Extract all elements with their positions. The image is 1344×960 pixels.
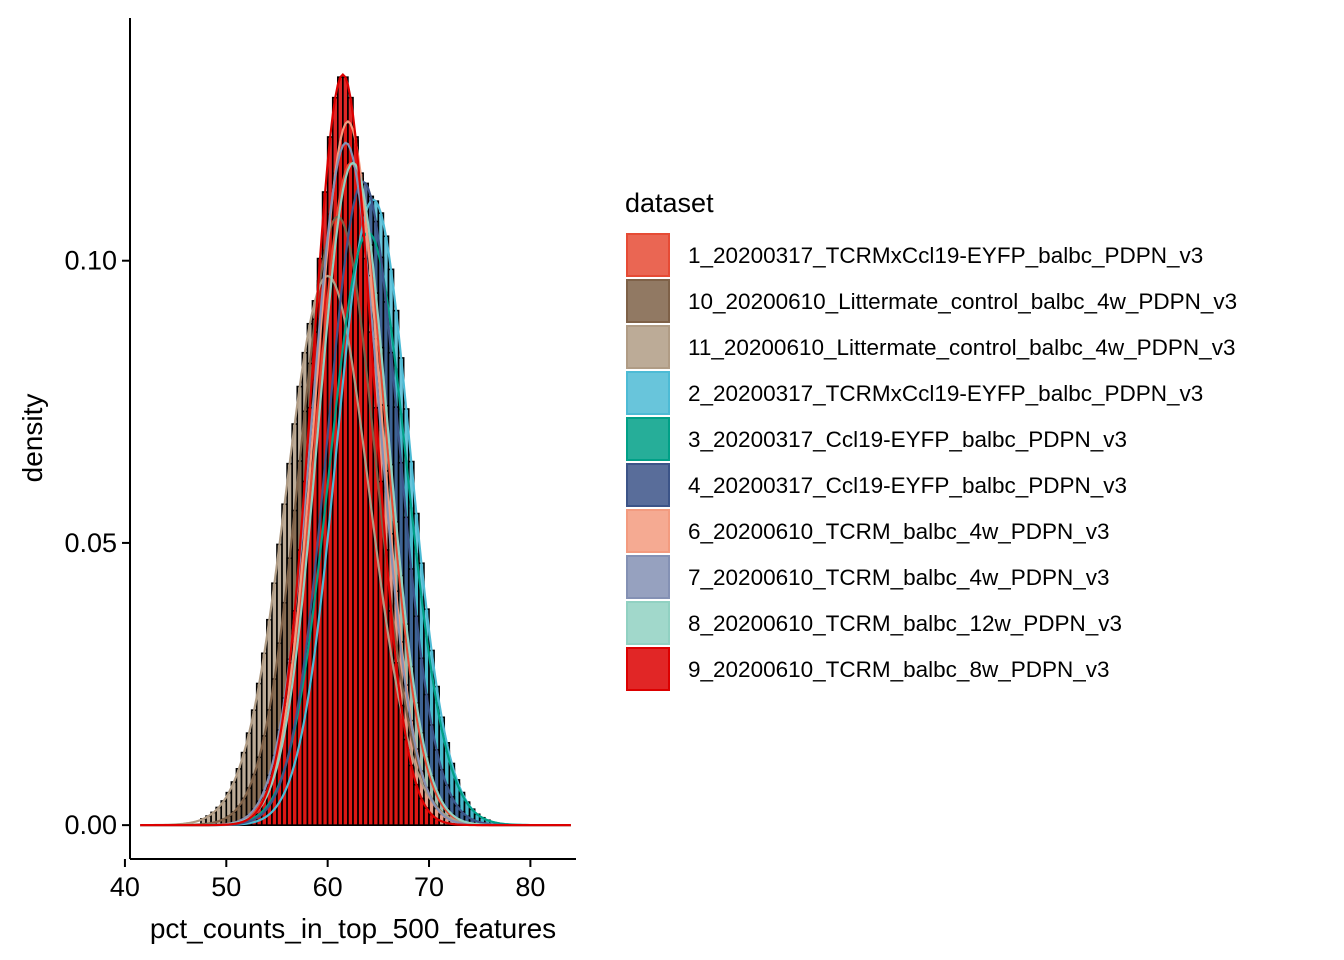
legend-swatch [626,325,670,369]
legend-item: 6_20200610_TCRM_balbc_4w_PDPN_v3 [626,509,1110,553]
y-tick-label: 0.05 [64,528,117,558]
y-tick-label: 0.00 [64,810,117,840]
legend-swatch [626,647,670,691]
legend-item: 9_20200610_TCRM_balbc_8w_PDPN_v3 [626,647,1110,691]
legend-swatch [626,509,670,553]
x-tick-label: 50 [211,872,241,902]
legend-item: 4_20200317_Ccl19-EYFP_balbc_PDPN_v3 [626,463,1127,507]
legend-label: 10_20200610_Littermate_control_balbc_4w_… [688,289,1237,314]
legend-swatch [626,279,670,323]
legend-swatch [626,371,670,415]
histogram-bars [200,76,491,826]
legend-swatch [626,601,670,645]
legend-label: 9_20200610_TCRM_balbc_8w_PDPN_v3 [688,657,1110,682]
legend-item: 1_20200317_TCRMxCcl19-EYFP_balbc_PDPN_v3 [626,233,1203,277]
legend-swatch [626,233,670,277]
legend-item: 8_20200610_TCRM_balbc_12w_PDPN_v3 [626,601,1122,645]
x-tick-label: 70 [414,872,444,902]
legend: dataset 1_20200317_TCRMxCcl19-EYFP_balbc… [625,188,1237,691]
legend-label: 6_20200610_TCRM_balbc_4w_PDPN_v3 [688,519,1110,544]
legend-label: 8_20200610_TCRM_balbc_12w_PDPN_v3 [688,611,1122,636]
y-axis-ticks: 0.00 0.05 0.10 [64,246,130,840]
density-curve [140,72,571,827]
x-tick-label: 80 [515,872,545,902]
legend-label: 7_20200610_TCRM_balbc_4w_PDPN_v3 [688,565,1110,590]
legend-label: 11_20200610_Littermate_control_balbc_4w_… [688,335,1235,360]
legend-item: 7_20200610_TCRM_balbc_4w_PDPN_v3 [626,555,1110,599]
legend-item: 11_20200610_Littermate_control_balbc_4w_… [626,325,1235,369]
x-tick-label: 60 [313,872,343,902]
y-tick-label: 0.10 [64,246,117,276]
plot-panel [140,72,571,827]
x-axis-ticks: 40 50 60 70 80 [110,859,545,902]
legend-label: 3_20200317_Ccl19-EYFP_balbc_PDPN_v3 [688,427,1127,452]
x-tick-label: 40 [110,872,140,902]
legend-swatch [626,463,670,507]
legend-label: 2_20200317_TCRMxCcl19-EYFP_balbc_PDPN_v3 [688,381,1203,406]
x-axis-title: pct_counts_in_top_500_features [150,913,556,944]
density-curves [140,72,571,827]
legend-label: 1_20200317_TCRMxCcl19-EYFP_balbc_PDPN_v3 [688,243,1203,268]
legend-swatch [626,555,670,599]
legend-item: 2_20200317_TCRMxCcl19-EYFP_balbc_PDPN_v3 [626,371,1203,415]
y-axis-title: density [17,394,48,483]
legend-items: 1_20200317_TCRMxCcl19-EYFP_balbc_PDPN_v3… [626,233,1237,691]
legend-item: 10_20200610_Littermate_control_balbc_4w_… [626,279,1237,323]
legend-label: 4_20200317_Ccl19-EYFP_balbc_PDPN_v3 [688,473,1127,498]
legend-swatch [626,417,670,461]
legend-item: 3_20200317_Ccl19-EYFP_balbc_PDPN_v3 [626,417,1127,461]
legend-title: dataset [625,188,714,218]
